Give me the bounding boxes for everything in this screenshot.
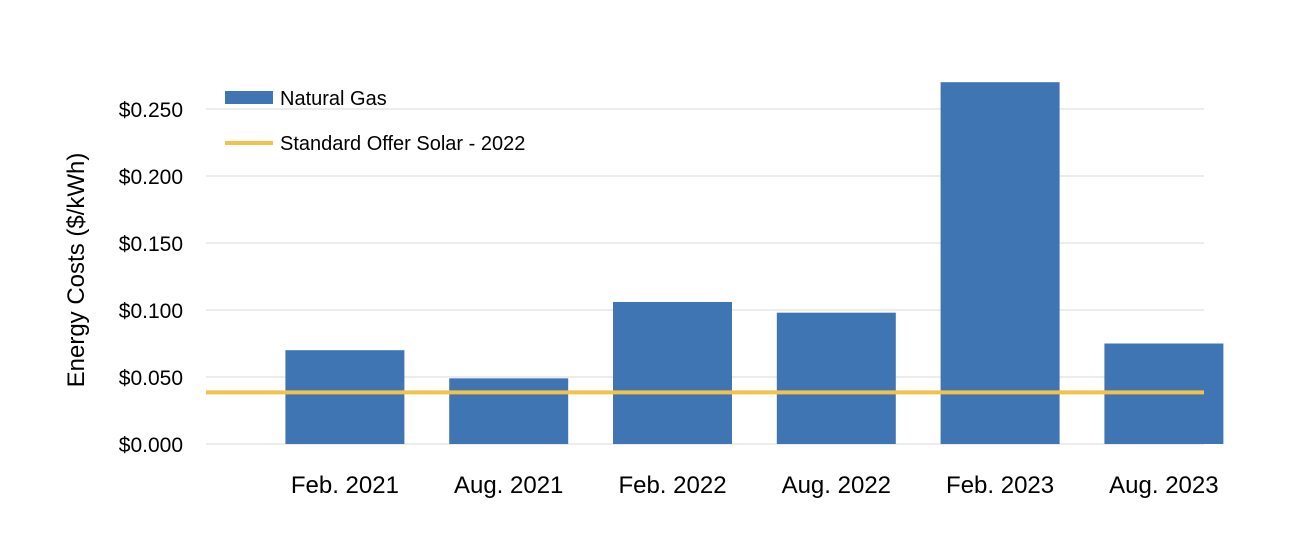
bar: [449, 378, 569, 444]
legend-swatch-natural-gas: [225, 91, 273, 104]
x-tick-label: Aug. 2021: [454, 472, 563, 499]
y-tick-label: $0.050: [119, 367, 183, 390]
bar: [940, 82, 1060, 444]
y-tick-label: $0.250: [119, 99, 183, 122]
y-axis-title: Energy Costs ($/kWh): [63, 153, 90, 388]
y-tick-label: $0.000: [119, 434, 183, 457]
bar: [285, 350, 405, 444]
legend-label-standard-offer-solar: Standard Offer Solar - 2022: [280, 133, 525, 155]
legend-label-natural-gas: Natural Gas: [280, 88, 387, 110]
x-tick-label: Aug. 2022: [782, 472, 891, 499]
x-tick-label: Aug. 2023: [1109, 472, 1218, 499]
y-tick-label: $0.200: [119, 166, 183, 189]
bar: [776, 312, 896, 444]
x-tick-label: Feb. 2022: [618, 472, 726, 499]
y-tick-label: $0.100: [119, 300, 183, 323]
x-tick-label: Feb. 2021: [291, 472, 399, 499]
y-tick-label: $0.150: [119, 233, 183, 256]
x-tick-label: Feb. 2023: [946, 472, 1054, 499]
x-tick-labels: Feb. 2021 Aug. 2021 Feb. 2022 Aug. 2022 Feb.…: [291, 472, 1219, 499]
bar: [613, 301, 732, 444]
y-tick-labels: $0.000 $0.050 $0.100 $0.150 $0.200 $0.250: [119, 99, 183, 457]
legend: Natural Gas Standard Offer Solar - 2022: [225, 88, 525, 155]
bars: [285, 82, 1224, 444]
